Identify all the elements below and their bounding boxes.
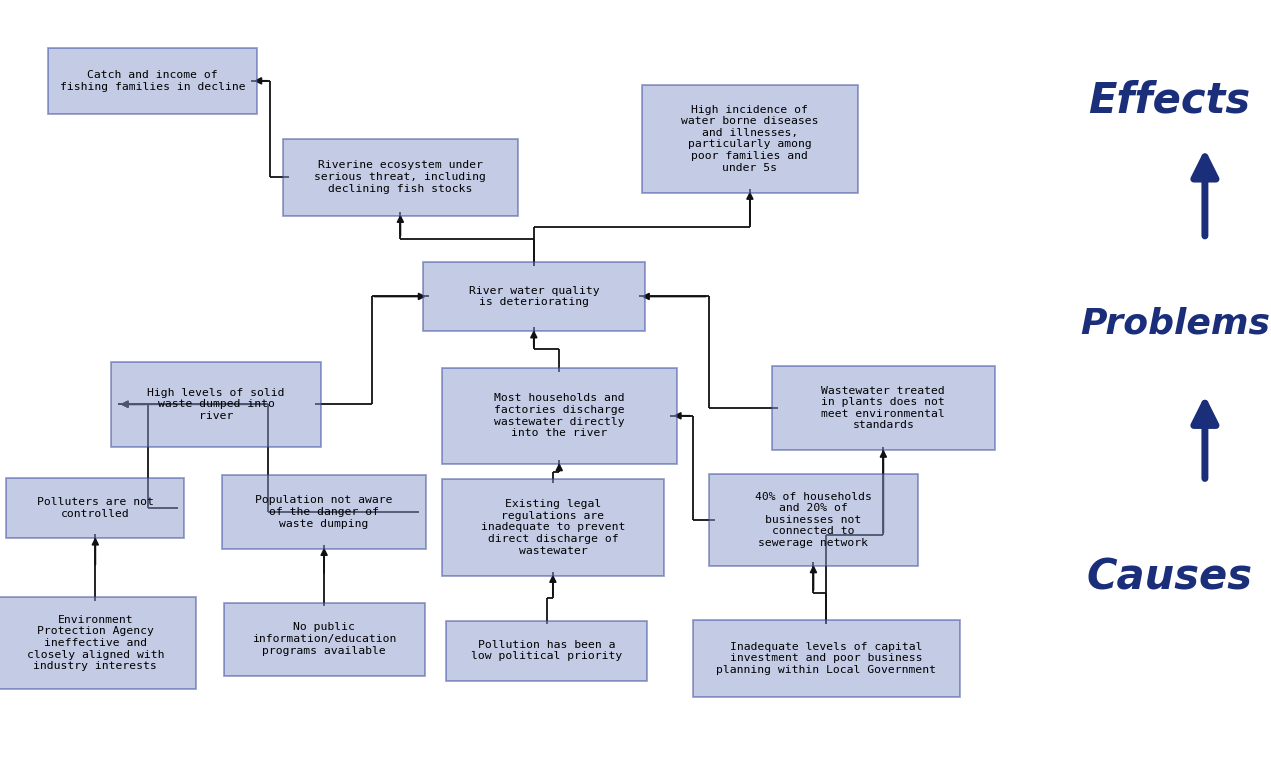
FancyBboxPatch shape xyxy=(771,366,994,450)
Text: Existing legal
regulations are
inadequate to prevent
direct discharge of
wastewa: Existing legal regulations are inadequat… xyxy=(480,499,625,556)
Text: No public
information/education
programs available: No public information/education programs… xyxy=(252,622,397,656)
FancyBboxPatch shape xyxy=(709,474,918,566)
Text: Most households and
factories discharge
wastewater directly
into the river: Most households and factories discharge … xyxy=(494,393,624,438)
Text: Population not aware
of the danger of
waste dumping: Population not aware of the danger of wa… xyxy=(255,495,393,529)
FancyBboxPatch shape xyxy=(112,362,320,447)
Text: Inadequate levels of capital
investment and poor business
planning within Local : Inadequate levels of capital investment … xyxy=(716,641,937,675)
FancyBboxPatch shape xyxy=(442,368,676,464)
Text: Causes: Causes xyxy=(1087,557,1252,598)
Text: Environment
Protection Agency
ineffective and
closely aligned with
industry inte: Environment Protection Agency ineffectiv… xyxy=(27,614,164,671)
Text: River water quality
is deteriorating: River water quality is deteriorating xyxy=(469,286,599,307)
Text: Riverine ecosystem under
serious threat, including
declining fish stocks: Riverine ecosystem under serious threat,… xyxy=(314,160,487,194)
FancyBboxPatch shape xyxy=(693,620,960,697)
FancyBboxPatch shape xyxy=(282,139,519,216)
FancyBboxPatch shape xyxy=(442,479,663,576)
Text: 40% of households
and 20% of
businesses not
connected to
sewerage network: 40% of households and 20% of businesses … xyxy=(755,491,872,548)
FancyBboxPatch shape xyxy=(0,597,196,689)
Text: High levels of solid
waste dumped into
river: High levels of solid waste dumped into r… xyxy=(147,387,285,421)
Text: Polluters are not
controlled: Polluters are not controlled xyxy=(37,497,154,519)
Text: Wastewater treated
in plants does not
meet environmental
standards: Wastewater treated in plants does not me… xyxy=(821,386,946,430)
Text: High incidence of
water borne diseases
and illnesses,
particularly among
poor fa: High incidence of water borne diseases a… xyxy=(681,105,819,172)
Text: Problems: Problems xyxy=(1080,306,1271,340)
FancyBboxPatch shape xyxy=(642,85,858,192)
Text: Catch and income of
fishing families in decline: Catch and income of fishing families in … xyxy=(60,70,245,92)
FancyBboxPatch shape xyxy=(6,478,184,538)
Text: Effects: Effects xyxy=(1088,79,1251,121)
FancyBboxPatch shape xyxy=(422,262,644,331)
Text: Pollution has been a
low political priority: Pollution has been a low political prior… xyxy=(470,640,623,661)
FancyBboxPatch shape xyxy=(446,621,647,681)
FancyBboxPatch shape xyxy=(224,602,425,676)
FancyBboxPatch shape xyxy=(48,48,257,113)
FancyBboxPatch shape xyxy=(222,475,426,548)
